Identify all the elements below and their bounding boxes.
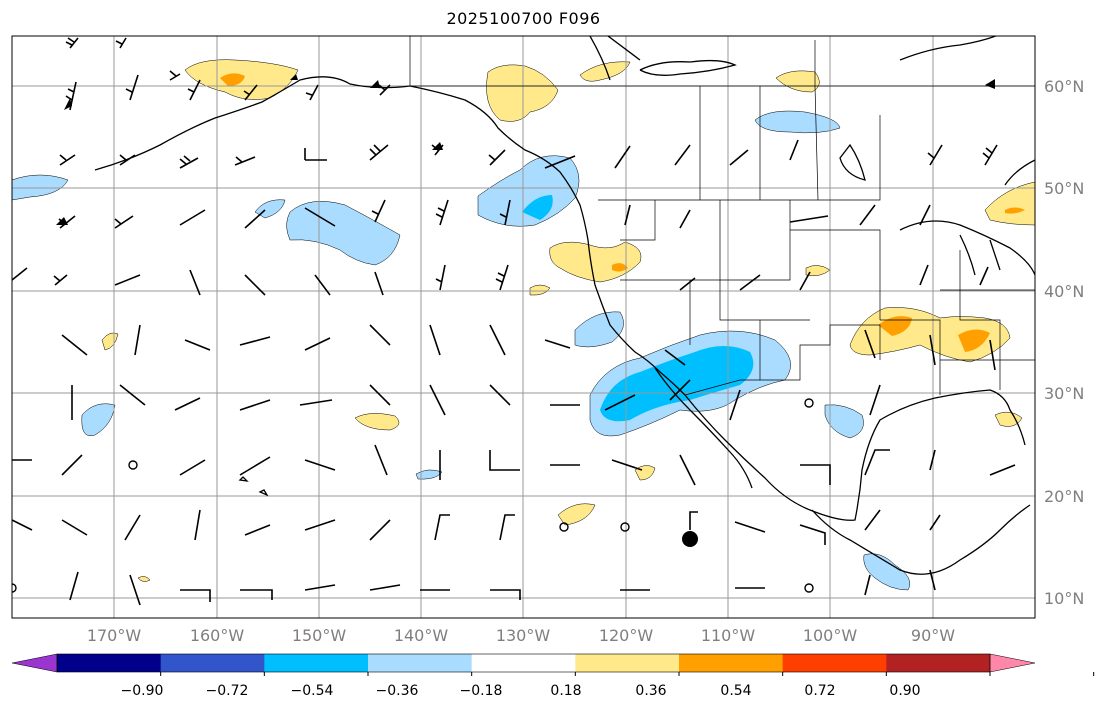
- map-content: [12, 36, 1035, 618]
- lon-label-140w: 140°W: [393, 626, 449, 645]
- colorbar-tick-label: 0.54: [720, 683, 752, 699]
- negative-anomaly-contours: [12, 110, 911, 591]
- colorbar-cell: [679, 654, 784, 672]
- map-title: 2025100700 F096: [446, 9, 601, 28]
- colorbar-cell: [264, 654, 369, 672]
- lat-label-20n: 20°N: [1044, 487, 1085, 506]
- colorbar-cell: [368, 654, 473, 672]
- lon-label-130w: 130°W: [495, 626, 551, 645]
- map-frame: [11, 35, 1036, 619]
- colorbar-cell: [575, 654, 680, 672]
- graticule: [12, 36, 1035, 618]
- colorbar-cell: [782, 654, 887, 672]
- lat-label-50n: 50°N: [1044, 179, 1085, 198]
- colorbar-tick-label: −0.18: [459, 683, 503, 699]
- colorbar-cell: [886, 654, 991, 672]
- colorbar-min-extend-arrow: [11, 653, 58, 673]
- political-borders: [409, 36, 1035, 396]
- wind-barbs: [12, 37, 1016, 606]
- colorbar-cell: [57, 654, 162, 672]
- colorbar-tick-label: −0.72: [205, 683, 249, 699]
- storm-marker-icon: [682, 531, 698, 547]
- lon-label-150w: 150°W: [291, 626, 347, 645]
- lat-label-60n: 60°N: [1044, 77, 1085, 96]
- colorbar-tick-label: 0.36: [635, 683, 667, 699]
- colorbar-tick-label: 0.90: [889, 683, 921, 699]
- lat-label-30n: 30°N: [1044, 384, 1085, 403]
- colorbar-max-extend-arrow: [989, 653, 1036, 673]
- lon-label-160w: 160°W: [189, 626, 245, 645]
- colorbar-tick-label: −0.90: [120, 683, 164, 699]
- positive-anomaly-contours: [101, 59, 1035, 582]
- lat-label-10n: 10°N: [1044, 589, 1085, 608]
- colorbar-cell: [160, 654, 265, 672]
- lat-label-40n: 40°N: [1044, 282, 1085, 301]
- lon-label-120w: 120°W: [598, 626, 654, 645]
- colorbar-cell: [471, 654, 576, 672]
- lon-label-90w: 90°W: [910, 626, 956, 645]
- colorbar-tick-label: 0.18: [550, 683, 582, 699]
- colorbar-tick-label: −0.54: [290, 683, 334, 699]
- lon-label-100w: 100°W: [802, 626, 858, 645]
- calm-wind-circles: [12, 398, 814, 593]
- coastlines: [94, 36, 1035, 575]
- lon-label-170w: 170°W: [86, 626, 142, 645]
- colorbar-tick-label: 0.72: [804, 683, 836, 699]
- wind-barb-flags: [56, 74, 995, 225]
- colorbar: [11, 653, 1095, 676]
- lon-label-110w: 110°W: [700, 626, 756, 645]
- colorbar-tick-label: −0.36: [375, 683, 419, 699]
